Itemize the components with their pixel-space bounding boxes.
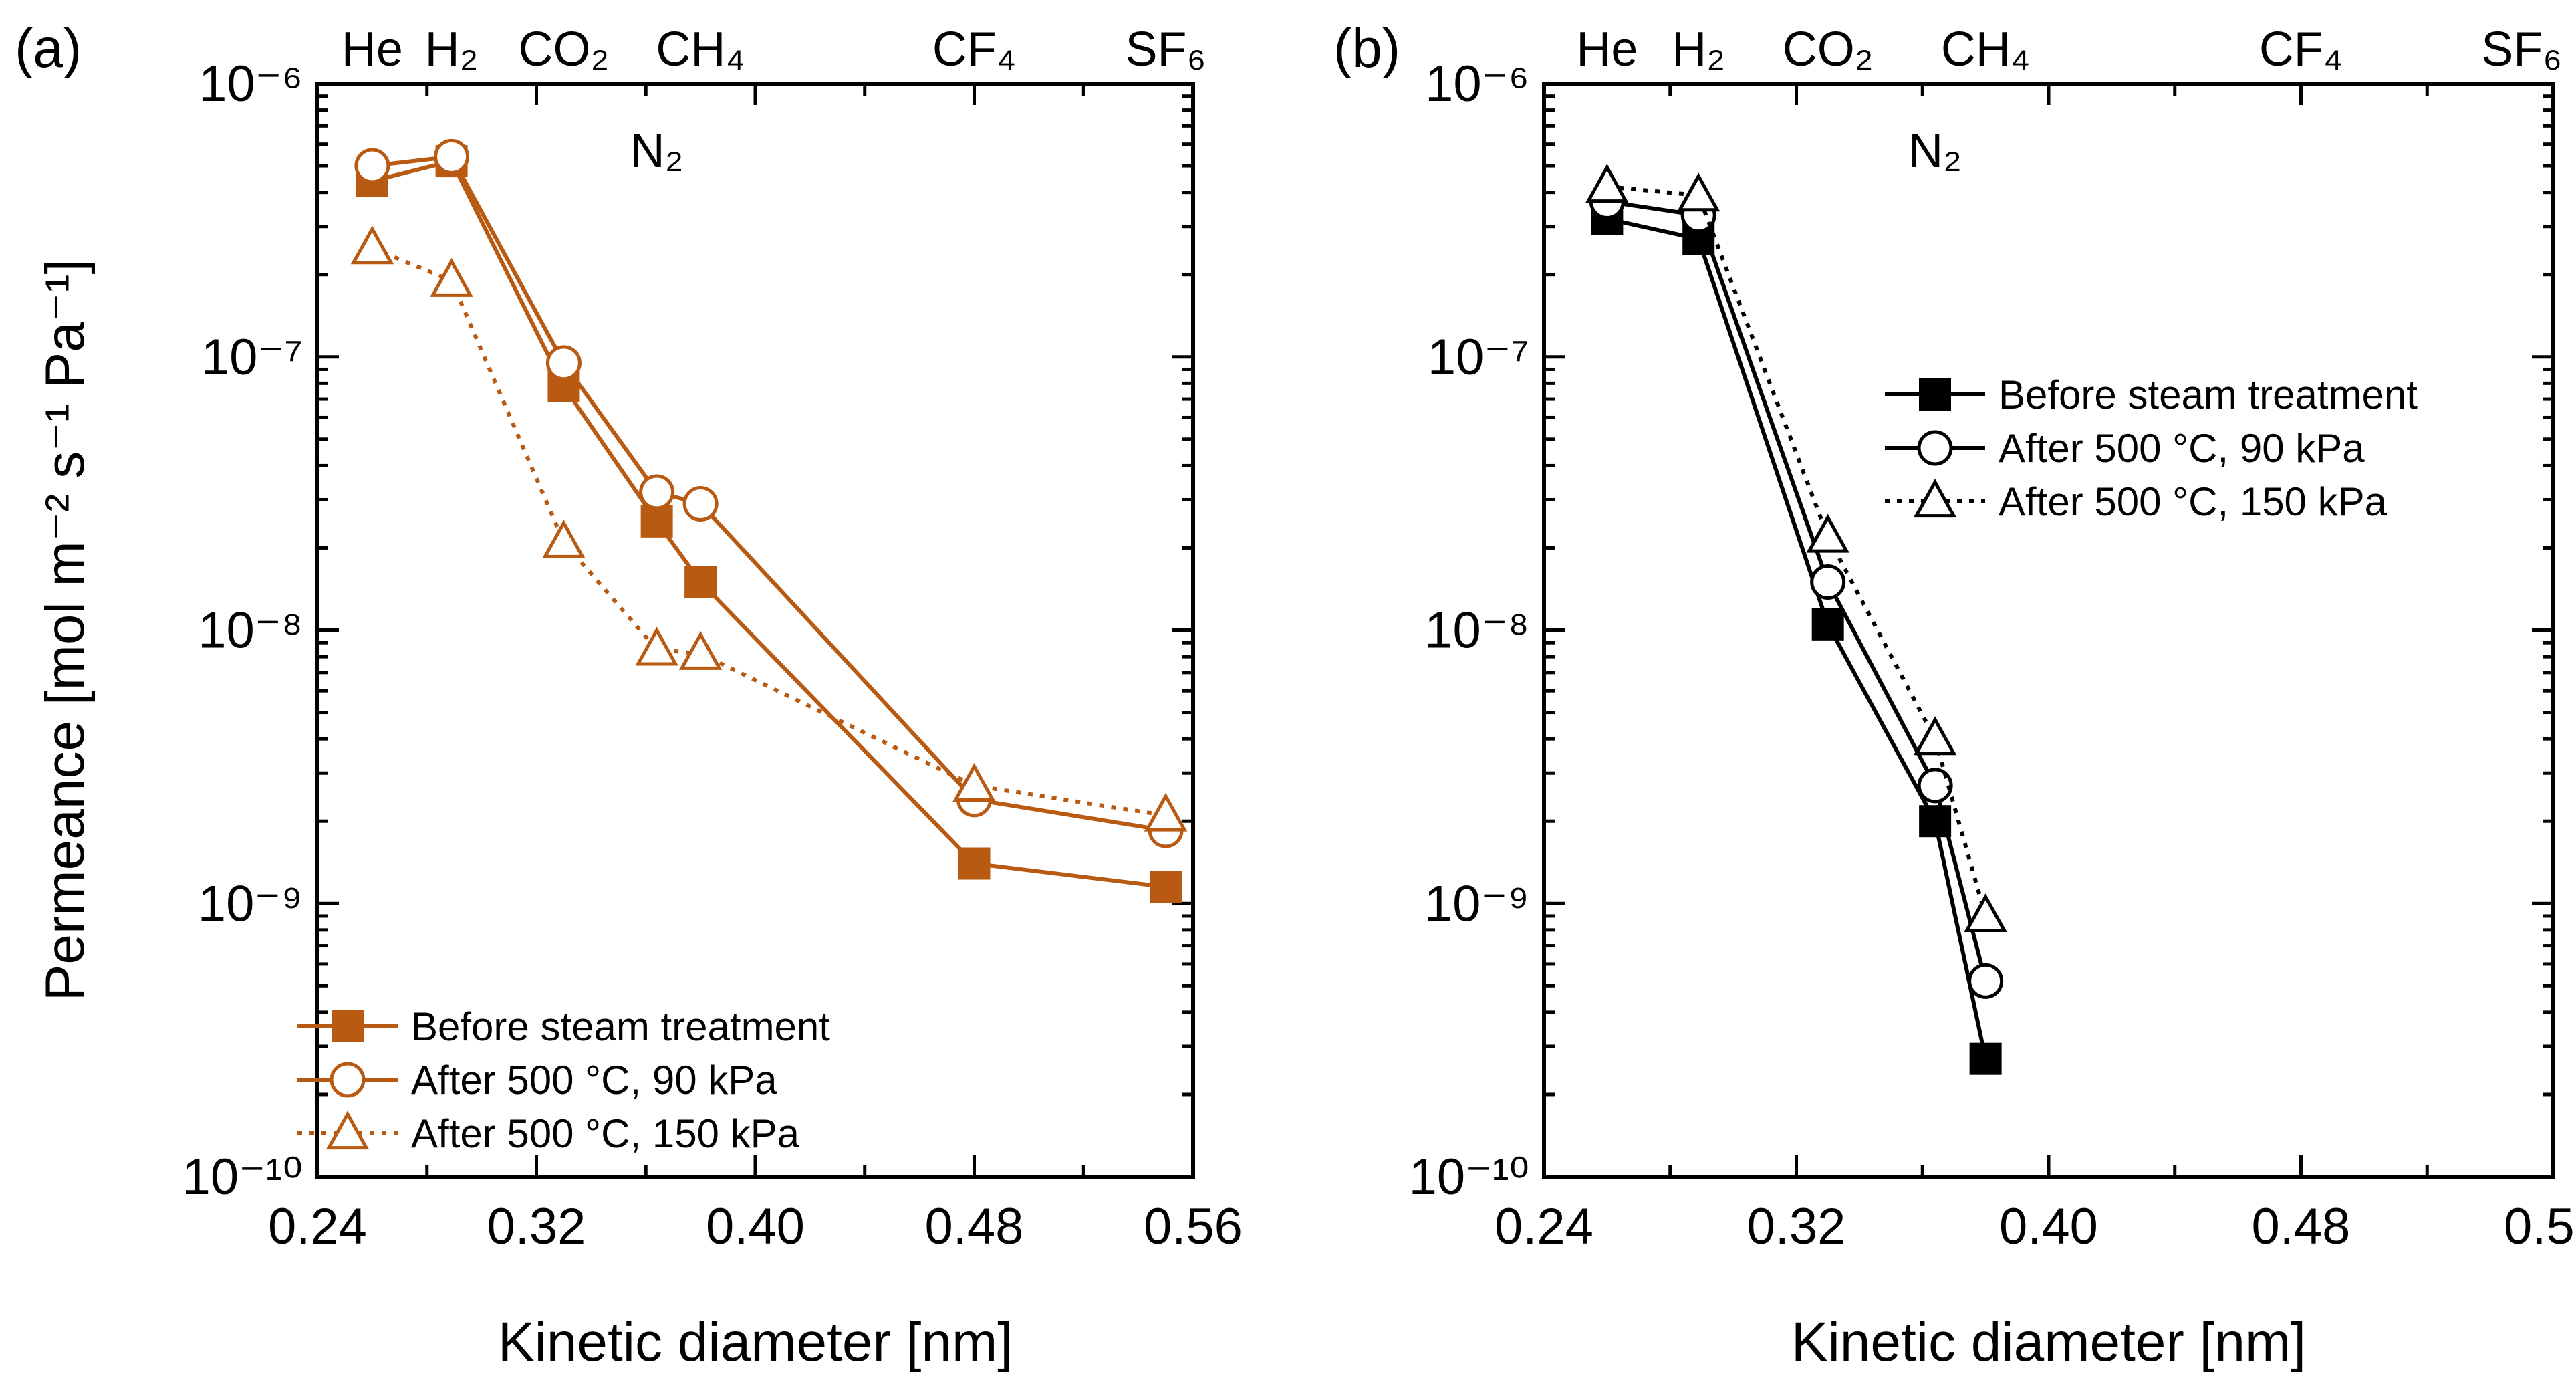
data-point	[684, 566, 717, 598]
data-point	[542, 519, 586, 558]
series-1	[1591, 203, 2002, 1075]
y-tick-label: 10⁻¹⁰	[182, 1149, 303, 1205]
data-point	[639, 474, 675, 510]
gas-label-He: He	[1576, 23, 1638, 76]
legend-marker	[332, 1010, 364, 1042]
legend-label: After 500 °C, 150 kPa	[411, 1111, 800, 1156]
x-tick-label: 0.40	[706, 1198, 805, 1255]
data-point	[430, 257, 473, 297]
data-point	[1810, 564, 1846, 600]
legend-label: After 500 °C, 90 kPa	[1999, 426, 2365, 471]
y-tick-label: 10⁻⁷	[201, 329, 303, 386]
data-point	[678, 630, 723, 670]
data-point	[1585, 164, 1629, 203]
x-axis-title: Kinetic diameter [nm]	[1791, 1312, 2306, 1373]
data-point	[682, 485, 719, 522]
gas-label-N₂: N₂	[630, 124, 684, 178]
legend-marker	[330, 1062, 366, 1098]
legend-label: Before steam treatment	[1999, 372, 2418, 417]
data-point	[640, 505, 673, 538]
legend-marker	[326, 1111, 370, 1150]
data-point	[434, 138, 470, 175]
gas-label-CH₄: CH₄	[656, 23, 745, 76]
data-point	[1150, 871, 1182, 903]
legend: Before steam treatment After 500 °C, 90 k…	[297, 1004, 830, 1156]
data-point	[1964, 893, 2007, 933]
x-tick-label: 0.48	[925, 1198, 1024, 1255]
legend-label: After 500 °C, 90 kPa	[411, 1058, 777, 1103]
chart-panel-a: 0.24 0.32 0.40 0.48 0.56 10⁻¹⁰ 10⁻⁹ 10⁻⁸ 10⁻⁷ 10⁻…	[15, 18, 1243, 1373]
data-point	[545, 345, 582, 381]
series-2	[1589, 183, 2004, 999]
chart-panel-b: 0.24 0.32 0.40 0.48 0.56 10⁻¹⁰ 10⁻⁹ 10⁻⁸ 10⁻⁷ 10⁻…	[1333, 18, 2576, 1373]
gas-label-CF₄: CF₄	[932, 23, 1016, 76]
data-point	[1913, 716, 1957, 756]
data-point	[952, 762, 996, 802]
series-line	[372, 154, 1166, 833]
data-point	[354, 148, 390, 184]
x-tick-label: 0.48	[2252, 1198, 2351, 1255]
legend-marker	[1913, 479, 1957, 518]
gas-label-CH₄: CH₄	[1941, 23, 2030, 76]
data-point	[1968, 963, 2004, 999]
y-tick-label: 10⁻⁷	[1428, 329, 1529, 386]
gas-label-He: He	[342, 23, 403, 76]
series-line	[1606, 217, 1988, 1060]
series-line	[1607, 185, 1988, 917]
data-point	[958, 847, 991, 880]
data-point	[1811, 608, 1844, 641]
gas-label-SF₆: SF₆	[2481, 23, 2562, 76]
gas-label-CO₂: CO₂	[518, 23, 609, 76]
data-point	[635, 626, 678, 666]
y-tick-label: 10⁻⁹	[1424, 875, 1529, 932]
gas-label-N₂: N₂	[1908, 124, 1962, 178]
series-line	[1606, 199, 1988, 982]
y-tick-label: 10⁻⁸	[198, 602, 303, 659]
gas-label-H₂: H₂	[1672, 23, 1725, 76]
y-tick-label: 10⁻¹⁰	[1409, 1149, 1529, 1205]
x-tick-label: 0.24	[1495, 1198, 1593, 1255]
series-line	[372, 158, 1166, 889]
gas-label-CF₄: CF₄	[2259, 23, 2343, 76]
x-tick-label: 0.56	[2504, 1198, 2576, 1255]
y-tick-label: 10⁻⁸	[1424, 602, 1529, 659]
gas-label-H₂: H₂	[425, 23, 479, 76]
y-tick-label: 10⁻⁶	[1425, 55, 1529, 112]
y-axis-title: Permeance [mol m⁻² s⁻¹ Pa⁻¹]	[35, 259, 96, 1002]
x-tick-label: 0.32	[1747, 1198, 1846, 1255]
legend-label: After 500 °C, 150 kPa	[1999, 479, 2388, 524]
data-point	[1969, 1042, 2002, 1075]
series-2	[354, 138, 1184, 848]
series-3	[350, 225, 1188, 832]
gas-label-SF₆: SF₆	[1126, 23, 1206, 76]
data-point	[1144, 792, 1188, 832]
x-tick-label: 0.56	[1144, 1198, 1243, 1255]
data-point	[350, 225, 394, 265]
series-3	[1585, 164, 2007, 933]
legend: Before steam treatment After 500 °C, 90 k…	[1885, 372, 2418, 524]
x-tick-label: 0.24	[268, 1198, 367, 1255]
series-line	[371, 246, 1166, 818]
x-axis-title: Kinetic diameter [nm]	[498, 1312, 1013, 1373]
legend-marker	[1919, 378, 1951, 411]
x-tick-label: 0.40	[1999, 1198, 2098, 1255]
y-tick-label: 10⁻⁶	[199, 55, 303, 112]
panel-label: (b)	[1333, 18, 1400, 79]
data-point	[1917, 768, 1953, 804]
panel-label: (a)	[15, 18, 82, 79]
gas-label-CO₂: CO₂	[1783, 23, 1874, 76]
series-1	[356, 145, 1182, 903]
x-tick-label: 0.32	[487, 1198, 586, 1255]
data-point	[1806, 513, 1849, 553]
y-tick-label: 10⁻⁹	[198, 875, 303, 932]
data-point	[1676, 172, 1720, 212]
legend-marker	[1917, 430, 1953, 466]
legend-label: Before steam treatment	[411, 1004, 830, 1049]
